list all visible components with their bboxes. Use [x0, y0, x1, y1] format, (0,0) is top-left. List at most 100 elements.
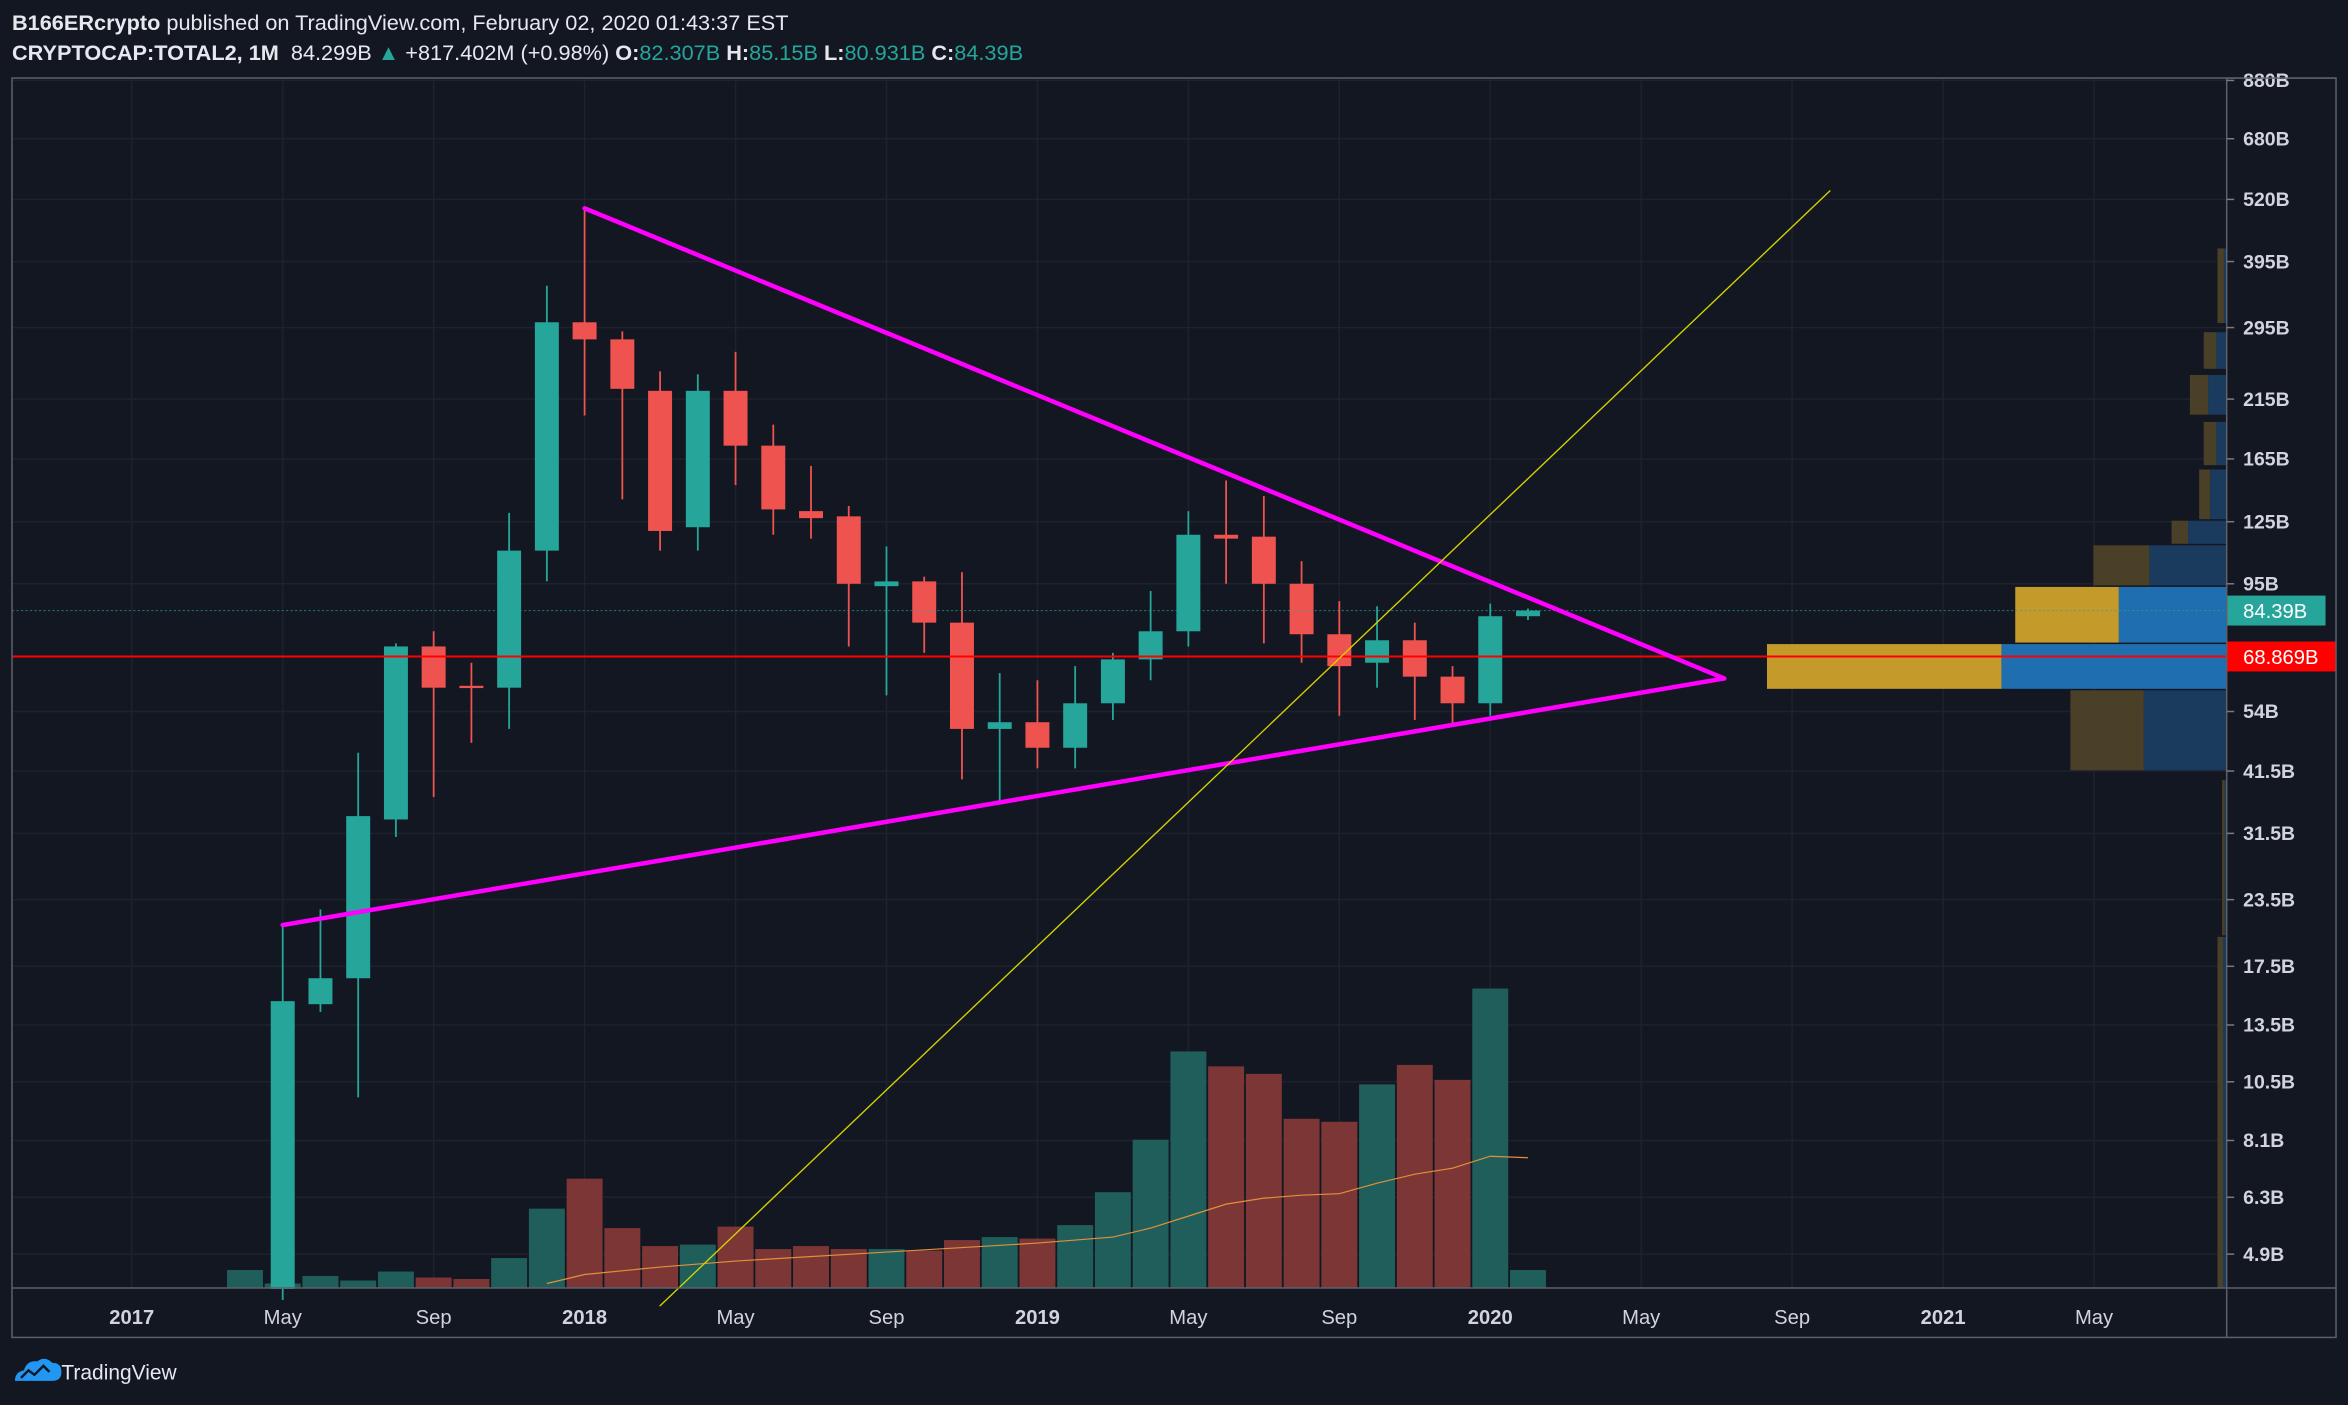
diagonal-line[interactable] [659, 190, 1831, 1307]
time-tick-label: Sep [416, 1307, 452, 1329]
candles[interactable] [270, 208, 1540, 1301]
candle-body [912, 581, 937, 623]
candle-body [1214, 534, 1239, 539]
volume-bar [1245, 1073, 1282, 1289]
candle-body [1176, 534, 1201, 632]
candle-body [1138, 631, 1163, 660]
symbol-title[interactable]: CRYPTOCAP:TOTAL2, 1M [12, 40, 279, 65]
candle[interactable] [1478, 603, 1503, 716]
volume-bar [793, 1246, 829, 1289]
candle[interactable] [459, 662, 484, 743]
candle-body [1289, 583, 1314, 635]
candle[interactable] [1402, 622, 1427, 721]
candle[interactable] [346, 752, 371, 1098]
price-tick-label: 10.5B [2243, 1072, 2295, 1094]
candle-body [421, 646, 446, 688]
candle[interactable] [1289, 561, 1314, 663]
volume-bar [1396, 1064, 1433, 1289]
candle[interactable] [685, 374, 710, 551]
price-tick-label: 13.5B [2243, 1015, 2295, 1037]
candle[interactable] [1440, 666, 1465, 725]
candle-body [1365, 640, 1390, 663]
price-tick-label: 41.5B [2243, 761, 2295, 783]
candle[interactable] [1063, 666, 1088, 769]
price-badge-label: 68.869B [2243, 647, 2318, 669]
drawings[interactable] [280, 190, 1831, 1307]
candle[interactable] [1025, 680, 1050, 769]
candle[interactable] [949, 572, 974, 780]
candle-body [1100, 659, 1125, 704]
volume-profile-down-bar [2210, 469, 2227, 520]
price-tick-label: 395B [2243, 251, 2290, 273]
candle[interactable] [836, 506, 861, 647]
candle[interactable] [308, 909, 333, 1012]
symbol-line: CRYPTOCAP:TOTAL2, 1M 84.299B ▲ +817.402M… [12, 40, 1023, 65]
candle-body [1025, 722, 1050, 748]
candle-body [1440, 676, 1465, 704]
volume-bar [868, 1249, 905, 1289]
time-tick-label: 2017 [109, 1307, 154, 1329]
candle[interactable] [270, 925, 295, 1301]
author[interactable]: B166ERcrypto [12, 10, 160, 35]
price-tick-label: 17.5B [2243, 956, 2295, 978]
candle[interactable] [987, 673, 1012, 804]
price-tick-label: 95B [2243, 574, 2279, 596]
candle[interactable] [1138, 591, 1163, 681]
price-tick-label: 4.9B [2243, 1244, 2284, 1266]
candle[interactable] [874, 546, 899, 696]
price-tick-label: 6.3B [2243, 1187, 2284, 1209]
volume-profile-down-bar [2001, 644, 2227, 689]
candle-body [346, 816, 371, 979]
candle-body [987, 722, 1012, 729]
candle[interactable] [799, 465, 823, 539]
lower-trendline[interactable] [280, 676, 1727, 928]
volume-bar [415, 1277, 452, 1289]
candle[interactable] [761, 424, 786, 535]
candle[interactable] [723, 351, 748, 486]
publish-info: published on TradingView.com, February 0… [160, 10, 788, 35]
upper-trendline[interactable] [582, 206, 1727, 681]
candle[interactable] [610, 331, 635, 500]
candle[interactable] [1176, 511, 1201, 647]
close-value: 84.39B [954, 40, 1023, 65]
volume-profile-up-bar [2199, 469, 2211, 520]
candle[interactable] [1251, 496, 1276, 644]
publish-line: B166ERcrypto published on TradingView.co… [12, 10, 789, 35]
candle-body [308, 978, 333, 1005]
price-tick-label: 880B [2243, 70, 2290, 92]
chart-line-icon [20, 1364, 51, 1379]
candle[interactable] [1100, 652, 1125, 721]
volume-profile-up-bar [2203, 332, 2217, 369]
tradingview-logo[interactable]: TradingView [14, 1358, 178, 1385]
volume-profile-up-bar [2217, 248, 2224, 324]
candle-body [1516, 610, 1540, 617]
candle-body [723, 390, 748, 446]
volume-bar [755, 1249, 792, 1289]
volume-profile-down-bar [2224, 780, 2227, 936]
volume-bar [1208, 1066, 1245, 1289]
volume-bar [1434, 1079, 1471, 1289]
candle[interactable] [497, 512, 522, 729]
volume-profile [1766, 248, 2227, 1289]
volume-profile-down-bar [2216, 421, 2227, 466]
volume-bar [1132, 1139, 1169, 1289]
volume-bar [302, 1276, 339, 1289]
candle[interactable] [572, 208, 597, 416]
candle[interactable] [534, 285, 559, 582]
time-axis[interactable]: 2017 May Sep 2018 May Sep 2019 May Sep 2020 May Sep… [109, 1307, 2114, 1329]
price-axis[interactable]: 880B 680B 520B 395B 295B 215B 165B 125B 95B 54B 41… [2226, 70, 2337, 1266]
volume-profile-down-bar [2188, 520, 2227, 544]
price-tick-label: 54B [2243, 701, 2279, 723]
volume-ma-line [546, 1155, 1529, 1285]
chart-frame [11, 77, 2337, 1339]
candle[interactable] [1214, 480, 1239, 584]
candle-body [459, 685, 484, 689]
candle[interactable] [648, 371, 673, 551]
price-tick-label: 125B [2243, 511, 2290, 533]
price-tick-label: 520B [2243, 189, 2290, 211]
candle-body [648, 390, 673, 531]
price-tick-label: 31.5B [2243, 823, 2295, 845]
candle[interactable] [383, 643, 408, 838]
candle[interactable] [912, 576, 937, 653]
time-tick-label: 2021 [1921, 1307, 1966, 1329]
